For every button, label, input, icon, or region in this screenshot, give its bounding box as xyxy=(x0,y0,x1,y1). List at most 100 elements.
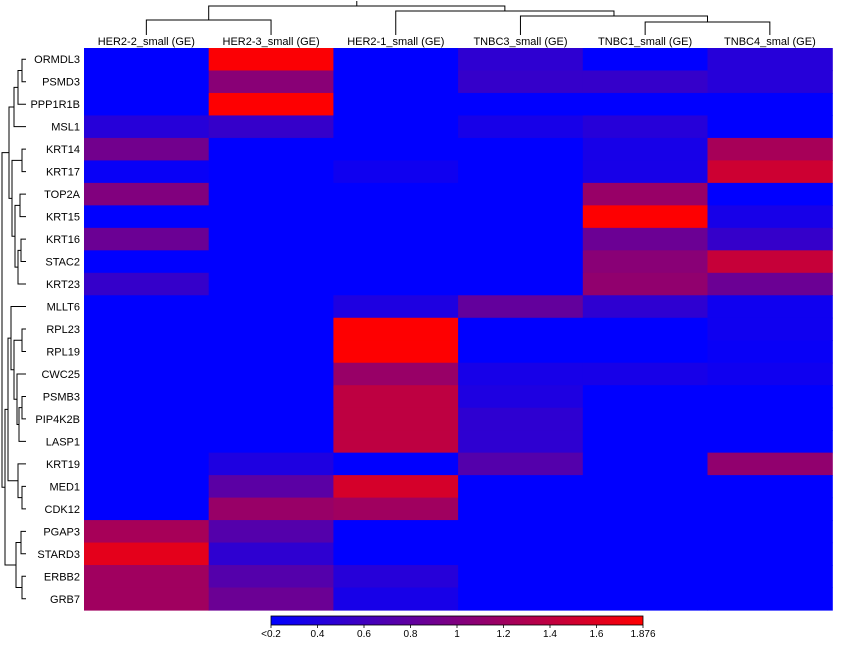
heatmap-cell xyxy=(582,430,709,454)
heatmap-cell xyxy=(333,430,459,454)
row-label: KRT17 xyxy=(46,167,80,179)
row-dendrogram-link xyxy=(20,530,26,555)
heatmap-cell xyxy=(333,340,459,364)
heatmap-cell xyxy=(707,362,833,386)
heatmap-cell xyxy=(208,587,334,611)
color-scale-tick-label: 1.6 xyxy=(590,629,604,640)
heatmap-cell xyxy=(84,407,210,431)
row-label: MED1 xyxy=(49,481,80,493)
heatmap-cell xyxy=(84,430,210,454)
heatmap-cell xyxy=(707,205,833,229)
color-scale-tick-label: 1 xyxy=(454,629,460,640)
heatmap-cell xyxy=(84,295,210,319)
heatmap-cell xyxy=(333,92,459,117)
heatmap-cell xyxy=(707,452,833,476)
heatmap-cell xyxy=(208,497,334,521)
row-labels: ORMDL3 PSMD3 PPP1R1B MSL1 KRT14 KRT17 TOP2A KRT… xyxy=(30,54,80,606)
heatmap-cell xyxy=(458,430,584,454)
heatmap-cell xyxy=(458,497,584,521)
heatmap-cell xyxy=(582,48,709,72)
heatmap-cell xyxy=(84,182,210,206)
row-label: LASP1 xyxy=(46,436,80,448)
row-dendrogram-link xyxy=(13,339,22,400)
heatmap-cell xyxy=(84,542,210,566)
heatmap-cell xyxy=(208,272,334,296)
heatmap-cell xyxy=(84,160,210,184)
heatmap-cell xyxy=(84,272,210,296)
heatmap-cell xyxy=(84,452,210,476)
heatmap-cell xyxy=(333,250,459,274)
heatmap-cell xyxy=(582,520,709,544)
heatmap-cell xyxy=(458,182,584,206)
heatmap-cell xyxy=(582,70,709,94)
row-label: KRT19 xyxy=(46,459,80,471)
row-label: KRT15 xyxy=(46,212,80,224)
heatmap-cell xyxy=(84,92,210,117)
heatmap-cell xyxy=(582,137,709,161)
heatmap-cell xyxy=(208,452,334,476)
heatmap-cell xyxy=(84,475,210,499)
heatmap-cell xyxy=(208,362,334,386)
heatmap-cell xyxy=(84,362,210,386)
row-dendrogram-link xyxy=(4,408,16,566)
heatmap-cell xyxy=(333,452,459,476)
row-dendrogram-link xyxy=(21,395,26,420)
row-dendrogram-link xyxy=(21,328,26,352)
column-label: TNBC3_small (GE) xyxy=(473,36,567,48)
row-label: CDK12 xyxy=(45,504,80,516)
heatmap-cell xyxy=(84,205,210,229)
heatmap-cell xyxy=(333,137,459,161)
heatmap-cell xyxy=(707,317,833,341)
heatmap-cells xyxy=(84,48,833,611)
heatmap-cell xyxy=(707,497,833,521)
heatmap-cell xyxy=(458,362,584,386)
row-label: MSL1 xyxy=(51,122,80,134)
row-label: ERBB2 xyxy=(44,571,80,583)
heatmap-cell xyxy=(333,587,459,611)
heatmap-cell xyxy=(208,385,334,409)
heatmap-cell xyxy=(458,227,584,251)
heatmap-cell xyxy=(707,250,833,274)
row-label: PSMD3 xyxy=(42,77,80,89)
color-scale-bar xyxy=(270,615,644,626)
row-dendrogram xyxy=(1,58,26,600)
heatmap-cell xyxy=(582,317,709,341)
heatmap-cell xyxy=(84,115,210,139)
heatmap-cell xyxy=(333,317,459,341)
heatmap-cell xyxy=(333,475,459,499)
heatmap-cell xyxy=(208,182,334,206)
heatmap-cell xyxy=(458,520,584,544)
heatmap-cell xyxy=(582,115,709,139)
heatmap-cell xyxy=(208,92,334,117)
column-label: TNBC4_smal (GE) xyxy=(724,36,816,48)
heatmap-cell xyxy=(707,475,833,499)
heatmap-cell xyxy=(84,520,210,544)
heatmap-cell xyxy=(582,362,709,386)
row-label: PPP1R1B xyxy=(30,99,80,111)
row-dendrogram-link xyxy=(21,148,26,173)
column-dendrogram-link xyxy=(208,5,506,20)
heatmap-cell xyxy=(84,340,210,364)
heatmap-cell xyxy=(582,452,709,476)
row-label: MLLT6 xyxy=(47,302,80,314)
heatmap-cell xyxy=(333,295,459,319)
row-label: PGAP3 xyxy=(43,526,80,538)
heatmap-cell xyxy=(208,520,334,544)
heatmap-cell xyxy=(582,385,709,409)
heatmap-cell xyxy=(84,227,210,251)
heatmap-cell xyxy=(458,587,584,611)
heatmap-cell xyxy=(333,520,459,544)
color-scale-tick-label: <0.2 xyxy=(261,629,281,640)
heatmap-cell xyxy=(458,272,584,296)
row-label: GRB7 xyxy=(50,594,80,606)
heatmap-cell xyxy=(333,115,459,139)
heatmap-cell xyxy=(582,407,709,431)
color-scale-tick-label: 0.4 xyxy=(311,629,325,640)
column-labels: HER2-2_small (GE) HER2-3_small (GE) HER2-1… xyxy=(98,36,816,48)
heatmap-cell xyxy=(582,182,709,206)
heatmap-cell xyxy=(582,227,709,251)
column-dendrogram-link xyxy=(145,19,272,35)
heatmap-cell xyxy=(208,137,334,161)
column-label: HER2-1_small (GE) xyxy=(347,36,444,48)
